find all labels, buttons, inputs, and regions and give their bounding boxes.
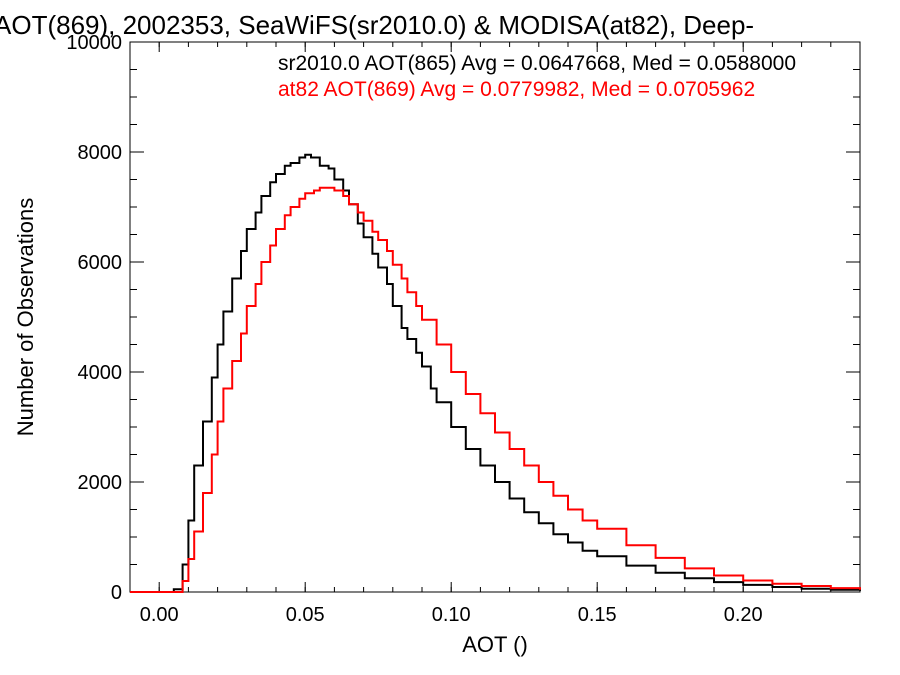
series-layer: [130, 153, 861, 593]
y-tick-label: 6000: [78, 252, 123, 274]
y-tick-label: 0: [111, 582, 122, 604]
x-tick-label: 0.20: [724, 604, 763, 626]
chart-title: AOT(869), 2002353, SeaWiFS(sr2010.0) & M…: [0, 10, 754, 40]
y-tick-label: 8000: [78, 142, 123, 164]
legend-entry-1: at82 AOT(869) Avg = 0.0779982, Med = 0.0…: [278, 78, 755, 101]
x-axis: 0.00 0.05 0.10 0.15 0.20: [129, 42, 861, 626]
y-tick-label: 4000: [78, 362, 123, 384]
x-tick-label: 0.05: [286, 604, 325, 626]
y-tick-label: 2000: [78, 472, 123, 494]
legend: sr2010.0 AOT(865) Avg = 0.0647668, Med =…: [278, 52, 796, 101]
x-axis-label: AOT (): [462, 632, 528, 657]
y-axis: 0 2000 4000 6000 8000 10000: [66, 32, 860, 604]
y-axis-label: Number of Observations: [13, 198, 38, 436]
legend-entry-0: sr2010.0 AOT(865) Avg = 0.0647668, Med =…: [278, 52, 796, 75]
x-tick-label: 0.15: [578, 604, 617, 626]
x-tick-label: 0.10: [432, 604, 471, 626]
y-tick-label: 10000: [66, 32, 122, 54]
plot-frame: [129, 41, 861, 593]
x-tick-label: 0.00: [140, 604, 179, 626]
series-line-1: [130, 186, 861, 593]
series-line-0: [130, 153, 861, 593]
